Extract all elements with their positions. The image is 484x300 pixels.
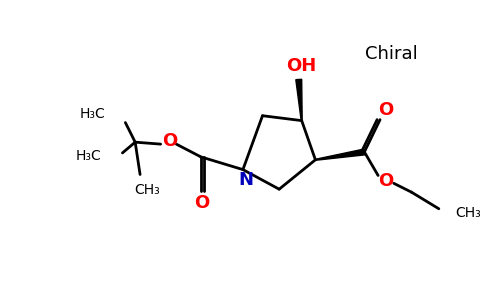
Text: H₃C: H₃C xyxy=(75,149,101,163)
Text: O: O xyxy=(194,194,210,212)
Polygon shape xyxy=(296,79,302,121)
Text: H₃C: H₃C xyxy=(80,107,106,121)
Polygon shape xyxy=(316,149,365,160)
Text: N: N xyxy=(238,171,253,189)
Text: CH₃: CH₃ xyxy=(134,183,160,197)
Text: O: O xyxy=(162,132,177,150)
Text: O: O xyxy=(378,172,393,190)
Text: O: O xyxy=(378,101,393,119)
Text: CH₃: CH₃ xyxy=(455,206,481,220)
Text: Chiral: Chiral xyxy=(365,45,418,63)
Text: OH: OH xyxy=(287,57,317,75)
